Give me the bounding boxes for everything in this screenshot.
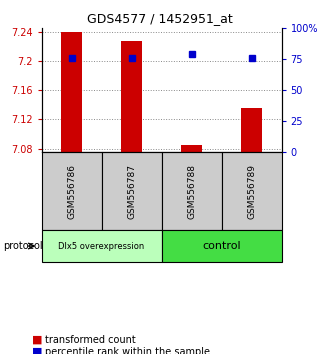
Text: GSM556788: GSM556788	[187, 164, 196, 219]
Bar	[42, 230, 162, 262]
Bar	[121, 41, 142, 152]
Text: GDS4577 / 1452951_at: GDS4577 / 1452951_at	[87, 12, 233, 25]
Bar	[162, 152, 222, 230]
Text: GSM556789: GSM556789	[247, 164, 256, 219]
Text: ■: ■	[32, 335, 43, 345]
Text: percentile rank within the sample: percentile rank within the sample	[45, 347, 210, 354]
Bar	[241, 108, 262, 152]
Bar	[222, 152, 282, 230]
Text: protocol: protocol	[3, 241, 43, 251]
Bar	[102, 152, 162, 230]
Text: GSM556786: GSM556786	[67, 164, 76, 219]
Bar	[61, 32, 82, 152]
Bar	[162, 230, 282, 262]
Text: control: control	[202, 241, 241, 251]
Bar	[181, 145, 202, 152]
Bar	[42, 152, 102, 230]
Text: ■: ■	[32, 347, 43, 354]
Text: GSM556787: GSM556787	[127, 164, 136, 219]
Text: transformed count: transformed count	[45, 335, 136, 345]
Text: Dlx5 overexpression: Dlx5 overexpression	[59, 241, 145, 251]
